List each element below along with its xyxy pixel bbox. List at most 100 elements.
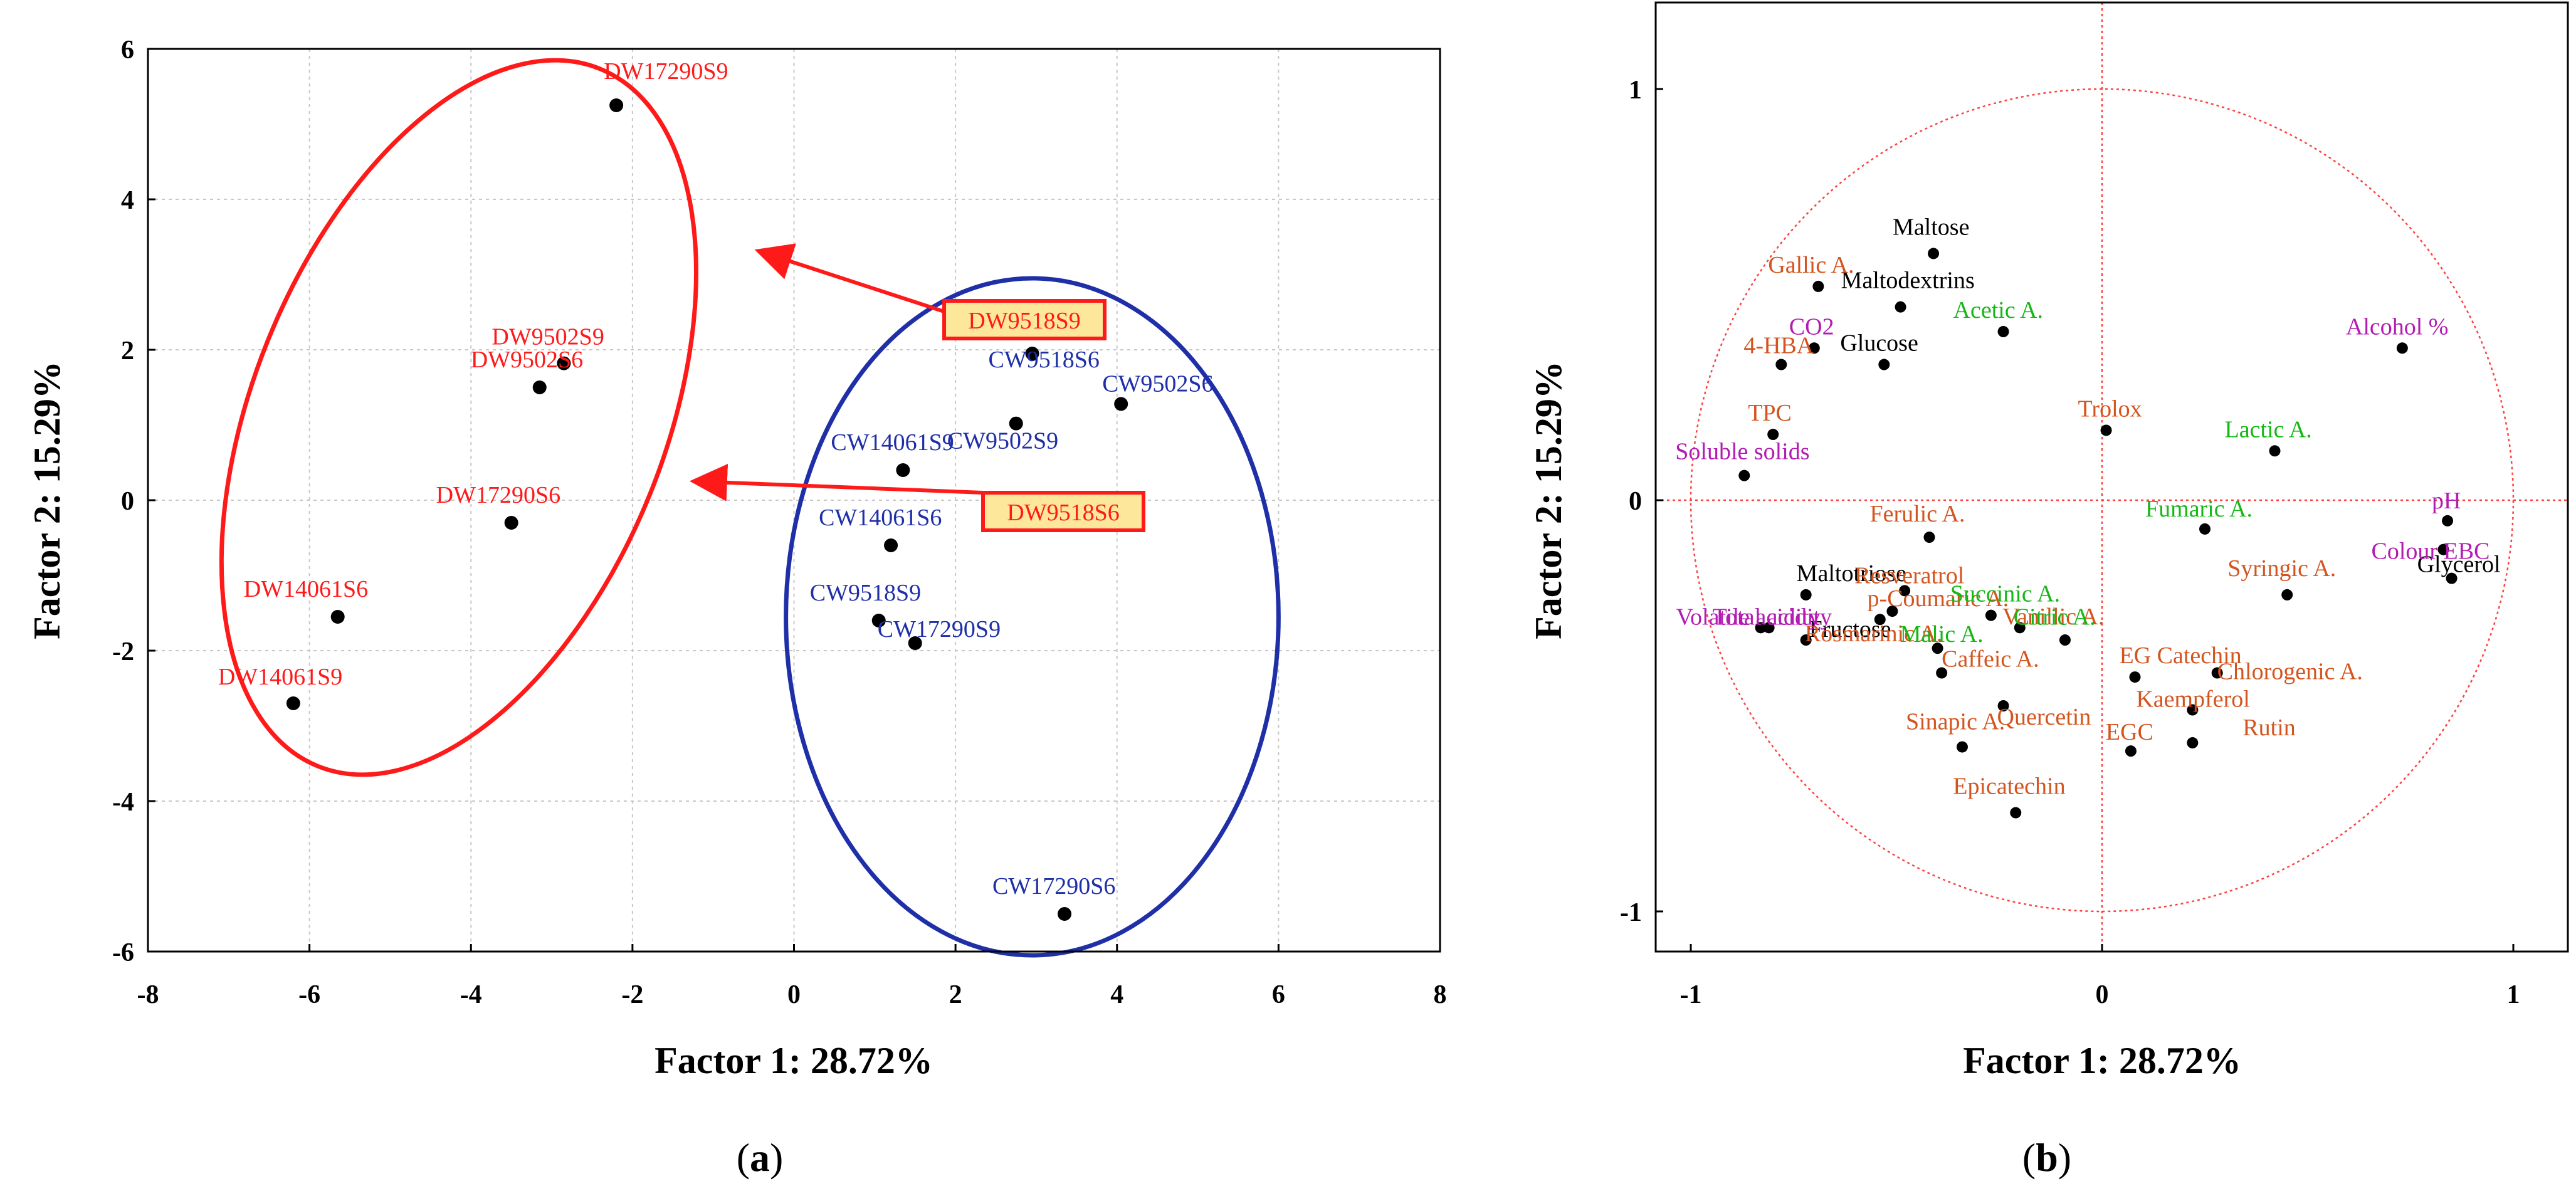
point-dw9502s6 [532, 380, 547, 394]
variable-point-co2 [1808, 342, 1820, 354]
variable-point-eg-catechin [2129, 671, 2141, 683]
variable-label-ph: pH [2432, 488, 2461, 514]
annotation-arrow-dw9518s9 [754, 243, 945, 313]
point-cw17290s6 [1058, 907, 1072, 921]
panel-b-x-axis-label: Factor 1: 28.72% [1963, 1040, 2241, 1081]
point-label-cw9502s6: CW9502S6 [1102, 370, 1213, 397]
variable-label-tpc: TPC [1748, 400, 1792, 426]
variable-point-fructose [1800, 634, 1812, 646]
variable-point-egc [2125, 745, 2137, 757]
variable-label-total-acidity: Total acidity [1713, 604, 1832, 630]
variable-label-glycerol: Glycerol [2417, 552, 2501, 578]
panel-b-label: (b) [2022, 1135, 2071, 1180]
x-tick-label: -4 [460, 980, 482, 1009]
variable-point-chlorogenic-a [2211, 667, 2223, 679]
variable-point-kaempferol [2187, 704, 2199, 716]
x-tick-label: -1 [1680, 980, 1702, 1009]
y-tick-label: -1 [1620, 898, 1642, 927]
y-tick-label: -6 [112, 938, 134, 967]
y-tick-label: 2 [121, 337, 134, 365]
panel-b-points [1738, 248, 2458, 819]
variable-label-soluble-solids: Soluble solids [1675, 439, 1809, 465]
variable-point-trolox [2100, 424, 2112, 436]
variable-point-rosmarinic-a [1874, 614, 1886, 626]
point-label-cw9518s9: CW9518S9 [810, 580, 921, 606]
y-tick-label: 1 [1629, 76, 1642, 105]
panel-b-variable-labels: Maltose Maltodextrins Glucose Maltotriose Fr… [1675, 214, 2500, 799]
panel-a-gridlines [148, 49, 1440, 952]
variable-point-glycerol [2446, 572, 2458, 584]
variable-label-ferulic-a: Ferulic A. [1869, 501, 1965, 527]
variable-point-soluble-solids [1738, 469, 1750, 481]
variable-point-glucose [1878, 359, 1890, 370]
variable-label-colour-ebc: Colour EBC [2371, 538, 2489, 565]
point-cw14061s9 [896, 463, 910, 477]
variable-label-eg-catechin: EG Catechin [2119, 643, 2241, 669]
x-tick-label: -8 [137, 980, 159, 1009]
panel-a-points [286, 98, 1128, 921]
variable-label-acetic-a: Acetic A. [1953, 297, 2044, 323]
variable-point-ph [2442, 515, 2454, 527]
variable-point-citric-a [2014, 622, 2026, 634]
variable-point-succinic-a [1985, 609, 1997, 621]
y-tick-label: 0 [1629, 487, 1642, 516]
x-tick-label: -6 [298, 980, 320, 1009]
y-tick-label: 4 [121, 186, 134, 215]
panel-a-annotations: DW9518S9 DW9518S6 [689, 243, 1145, 532]
point-label-cw17290s6: CW17290S6 [992, 873, 1115, 900]
variable-point-resveratrol [1899, 585, 1911, 597]
variable-label-gallic-a: Gallic A. [1768, 252, 1854, 278]
annotation-box-dw9518s9 [942, 299, 1107, 340]
variable-point-caffeic-a [1936, 667, 1948, 679]
panel-a-x-axis-label: Factor 1: 28.72% [655, 1040, 933, 1081]
variable-label-p-coumaric-a: p-Coumaric A. [1867, 585, 2009, 612]
variable-label-syringic-a: Syringic A. [2227, 555, 2336, 582]
x-tick-label: 0 [2096, 980, 2109, 1009]
variable-label-maltose: Maltose [1893, 214, 1969, 240]
variable-label-sinapic-a: Sinapic A. [1906, 709, 2005, 735]
x-tick-label: -2 [621, 980, 643, 1009]
variable-point-colour-ebc [2437, 543, 2449, 555]
ellipse-cw [784, 276, 1281, 958]
panel-b-unit-circle [1656, 3, 2568, 952]
y-tick-label: 6 [121, 36, 134, 65]
variable-label-caffeic-a: Caffeic A. [1942, 646, 2039, 673]
variable-point-maltotriose [1800, 589, 1812, 601]
point-label-cw14061s9: CW14061S9 [831, 429, 954, 456]
x-tick-label: 0 [787, 980, 801, 1009]
x-tick-label: 1 [2507, 980, 2520, 1009]
y-tick-label: -2 [112, 637, 134, 666]
variable-point-total-acidity [1763, 622, 1775, 634]
variable-point-sinapic-a [1956, 741, 1968, 753]
point-label-dw14061s9: DW14061S9 [218, 664, 342, 690]
point-dw17290s6 [504, 516, 518, 530]
panel-b-letter: b [2036, 1135, 2058, 1180]
ellipse-dw [219, 58, 698, 777]
variable-label-fumaric-a: Fumaric A. [2145, 496, 2253, 522]
variable-label-kaempferol: Kaempferol [2136, 686, 2249, 713]
variable-label-rosmarinic-a: Rosmarinic A. [1805, 621, 1943, 647]
variable-point-alcohol [2396, 342, 2408, 354]
variable-label-succinic-a: Succinic A. [1950, 581, 2060, 607]
variable-point-4-hba [1775, 359, 1787, 370]
point-cw14061s6 [884, 538, 898, 552]
variable-point-volatile-acidity [1755, 622, 1767, 634]
variable-label-egc: EGC [2106, 719, 2153, 745]
panel-b-plot-frame [1654, 1, 2569, 953]
panel-a-y-axis-label: Factor 2: 15.29% [26, 361, 68, 639]
point-dw14061s9 [286, 696, 300, 710]
annotation-label-dw9518s6: DW9518S6 [1007, 500, 1119, 526]
point-label-cw17290s9: CW17290S9 [878, 616, 1001, 643]
variable-label-citric-a: Citric A. [2014, 604, 2096, 630]
point-label-cw9502s9: CW9502S9 [947, 428, 1058, 454]
variable-point-tpc [1767, 429, 1779, 441]
panel-b-chart: -1 0 1 -1 0 1 MaltoseMaltodextrinsGlucoseMalt… [1528, 1, 2569, 1180]
point-dw17290s9 [609, 98, 624, 112]
point-cw9502s9 [1009, 416, 1023, 431]
variable-label-chlorogenic-a: Chlorogenic A. [2217, 659, 2363, 685]
variable-point-fumaric-a [2199, 523, 2211, 535]
point-label-dw17290s6: DW17290S6 [436, 482, 560, 508]
